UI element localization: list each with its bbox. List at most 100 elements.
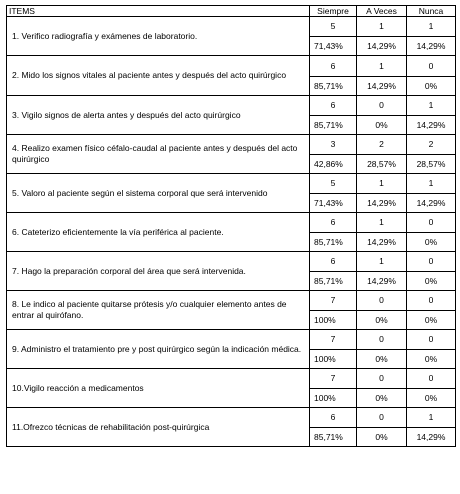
siempre-count: 6 bbox=[309, 95, 357, 116]
a-veces-percent: 0% bbox=[356, 427, 407, 447]
siempre-percent: 42,86% bbox=[309, 154, 357, 174]
nunca-header: Nunca bbox=[406, 5, 456, 17]
nunca-count: 0 bbox=[406, 55, 456, 77]
table-row: 7. Hago la preparación corporal del área… bbox=[6, 251, 456, 291]
nunca-count: 1 bbox=[406, 173, 456, 194]
siempre-count: 5 bbox=[309, 173, 357, 194]
nunca-count: 1 bbox=[406, 95, 456, 116]
items-header: ITEMS bbox=[6, 5, 310, 17]
siempre-count: 3 bbox=[309, 134, 357, 155]
a-veces-count: 1 bbox=[356, 55, 407, 77]
a-veces-percent: 0% bbox=[356, 310, 407, 330]
a-veces-count: 2 bbox=[356, 134, 407, 155]
siempre-percent: 71,43% bbox=[309, 193, 357, 213]
table-row: 2. Mido los signos vitales al paciente a… bbox=[6, 55, 456, 96]
nunca-percent: 0% bbox=[406, 388, 456, 408]
nunca-percent: 14,29% bbox=[406, 36, 456, 56]
siempre-percent: 100% bbox=[309, 388, 357, 408]
item-text: 11.Ofrezco técnicas de rehabilitación po… bbox=[6, 407, 310, 447]
a-veces-count: 0 bbox=[356, 290, 407, 311]
table-row: 85,71% 14,29% 0% bbox=[7, 232, 456, 252]
table-row: 100% 0% 0% bbox=[7, 310, 456, 330]
nunca-count: 0 bbox=[406, 368, 456, 389]
item-text: 7. Hago la preparación corporal del área… bbox=[6, 251, 310, 291]
item-text: 1. Verifico radiografía y exámenes de la… bbox=[6, 16, 310, 56]
a-veces-percent: 14,29% bbox=[356, 232, 407, 252]
nunca-percent: 0% bbox=[406, 349, 456, 369]
a-veces-percent: 14,29% bbox=[356, 36, 407, 56]
table-row: 10.Vigilo reacción a medicamentos 7 0 0 bbox=[6, 368, 456, 408]
a-veces-count: 1 bbox=[356, 16, 407, 37]
table-row: 4. Realizo examen físico céfalo-caudal a… bbox=[6, 134, 456, 174]
siempre-count: 7 bbox=[309, 368, 357, 389]
table-row: 85,71% 14,29% 0% bbox=[7, 271, 456, 291]
table-body: 1. Verifico radiografía y exámenes de la… bbox=[6, 16, 456, 447]
item-text: 8. Le indico al paciente quitarse prótes… bbox=[6, 290, 310, 330]
item-text: 6. Cateterizo eficientemente la vía peri… bbox=[6, 212, 310, 252]
table-row: 85,71% 0% 14,29% bbox=[7, 115, 456, 135]
a-veces-count: 0 bbox=[356, 368, 407, 389]
item-text: 5. Valoro al paciente según el sistema c… bbox=[6, 173, 310, 213]
siempre-percent: 85,71% bbox=[309, 427, 357, 447]
a-veces-count: 1 bbox=[356, 212, 407, 233]
a-veces-count: 1 bbox=[356, 251, 407, 272]
siempre-count: 5 bbox=[309, 16, 357, 37]
a-veces-header: A Veces bbox=[356, 5, 407, 17]
nunca-count: 2 bbox=[406, 134, 456, 155]
siempre-count: 7 bbox=[309, 290, 357, 311]
siempre-count: 6 bbox=[309, 212, 357, 233]
item-text: 2. Mido los signos vitales al paciente a… bbox=[6, 55, 310, 96]
siempre-percent: 71,43% bbox=[309, 36, 357, 56]
table-row: 5. Valoro al paciente según el sistema c… bbox=[6, 173, 456, 213]
table-row: 71,43% 14,29% 14,29% bbox=[7, 36, 456, 56]
nunca-count: 0 bbox=[406, 329, 456, 350]
table-row: 100% 0% 0% bbox=[7, 388, 456, 408]
table-row: 11.Ofrezco técnicas de rehabilitación po… bbox=[6, 407, 456, 447]
siempre-percent: 100% bbox=[309, 310, 357, 330]
nunca-count: 0 bbox=[406, 251, 456, 272]
a-veces-count: 0 bbox=[356, 407, 407, 428]
siempre-count: 6 bbox=[309, 251, 357, 272]
item-text: 4. Realizo examen físico céfalo-caudal a… bbox=[6, 134, 310, 174]
table-row: 9. Administro el tratamiento pre y post … bbox=[6, 329, 456, 369]
siempre-count: 6 bbox=[309, 55, 357, 77]
siempre-count: 6 bbox=[309, 407, 357, 428]
nunca-count: 1 bbox=[406, 407, 456, 428]
nunca-percent: 0% bbox=[406, 271, 456, 291]
item-text: 9. Administro el tratamiento pre y post … bbox=[6, 329, 310, 369]
table-row: 85,71% 0% 14,29% bbox=[7, 427, 456, 447]
table-row: 3. Vigilo signos de alerta antes y despu… bbox=[6, 95, 456, 135]
item-text: 10.Vigilo reacción a medicamentos bbox=[6, 368, 310, 408]
a-veces-percent: 14,29% bbox=[356, 271, 407, 291]
nunca-percent: 14,29% bbox=[406, 115, 456, 135]
nunca-percent: 0% bbox=[406, 76, 456, 96]
a-veces-count: 1 bbox=[356, 173, 407, 194]
table-row: 42,86% 28,57% 28,57% bbox=[7, 154, 456, 174]
a-veces-percent: 14,29% bbox=[356, 193, 407, 213]
nunca-count: 0 bbox=[406, 290, 456, 311]
table-row: 6. Cateterizo eficientemente la vía peri… bbox=[6, 212, 456, 252]
a-veces-percent: 14,29% bbox=[356, 76, 407, 96]
nunca-percent: 0% bbox=[406, 310, 456, 330]
nunca-count: 0 bbox=[406, 212, 456, 233]
siempre-percent: 85,71% bbox=[309, 271, 357, 291]
a-veces-percent: 0% bbox=[356, 349, 407, 369]
table-row: 8. Le indico al paciente quitarse prótes… bbox=[6, 290, 456, 330]
item-text: 3. Vigilo signos de alerta antes y despu… bbox=[6, 95, 310, 135]
survey-results-table: ITEMS Siempre A Veces Nunca 1. Verifico … bbox=[6, 5, 456, 447]
a-veces-count: 0 bbox=[356, 95, 407, 116]
siempre-percent: 100% bbox=[309, 349, 357, 369]
a-veces-percent: 0% bbox=[356, 115, 407, 135]
table-row: 1. Verifico radiografía y exámenes de la… bbox=[6, 16, 456, 56]
a-veces-percent: 0% bbox=[356, 388, 407, 408]
header-row: ITEMS Siempre A Veces Nunca bbox=[6, 5, 456, 17]
siempre-percent: 85,71% bbox=[309, 232, 357, 252]
siempre-header: Siempre bbox=[309, 5, 357, 17]
siempre-percent: 85,71% bbox=[309, 115, 357, 135]
siempre-percent: 85,71% bbox=[309, 76, 357, 96]
nunca-percent: 14,29% bbox=[406, 427, 456, 447]
a-veces-percent: 28,57% bbox=[356, 154, 407, 174]
a-veces-count: 0 bbox=[356, 329, 407, 350]
nunca-percent: 0% bbox=[406, 232, 456, 252]
nunca-percent: 14,29% bbox=[406, 193, 456, 213]
